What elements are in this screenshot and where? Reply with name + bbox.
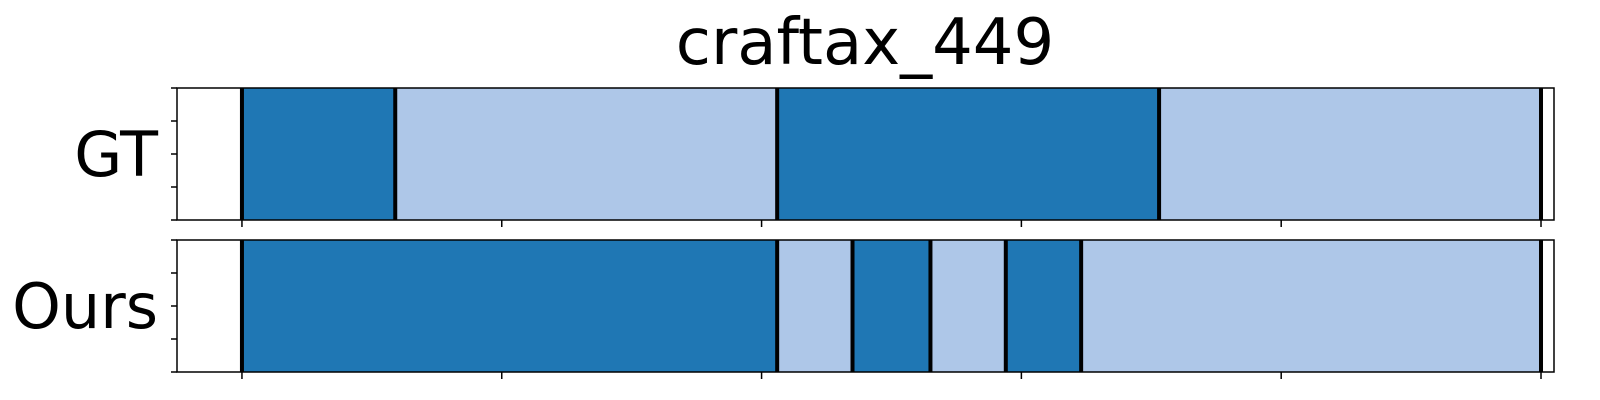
chart-title: craftax_449 — [676, 6, 1054, 80]
ours-segment-2 — [852, 240, 931, 372]
gt-row: GT — [74, 87, 1555, 227]
ours-segment-0 — [241, 240, 778, 372]
gt-segment-3 — [1159, 88, 1542, 220]
ours-row: Ours — [12, 239, 1555, 379]
ours-segment-3 — [930, 240, 1006, 372]
gt-segment-1 — [395, 88, 778, 220]
gt-segment-0 — [241, 88, 396, 220]
ours-segment-4 — [1005, 240, 1082, 372]
ours-row-label: Ours — [12, 270, 158, 343]
gt-row-label: GT — [74, 118, 159, 191]
gt-segment-2 — [777, 88, 1160, 220]
ours-segment-5 — [1081, 240, 1542, 372]
ours-segment-1 — [777, 240, 853, 372]
